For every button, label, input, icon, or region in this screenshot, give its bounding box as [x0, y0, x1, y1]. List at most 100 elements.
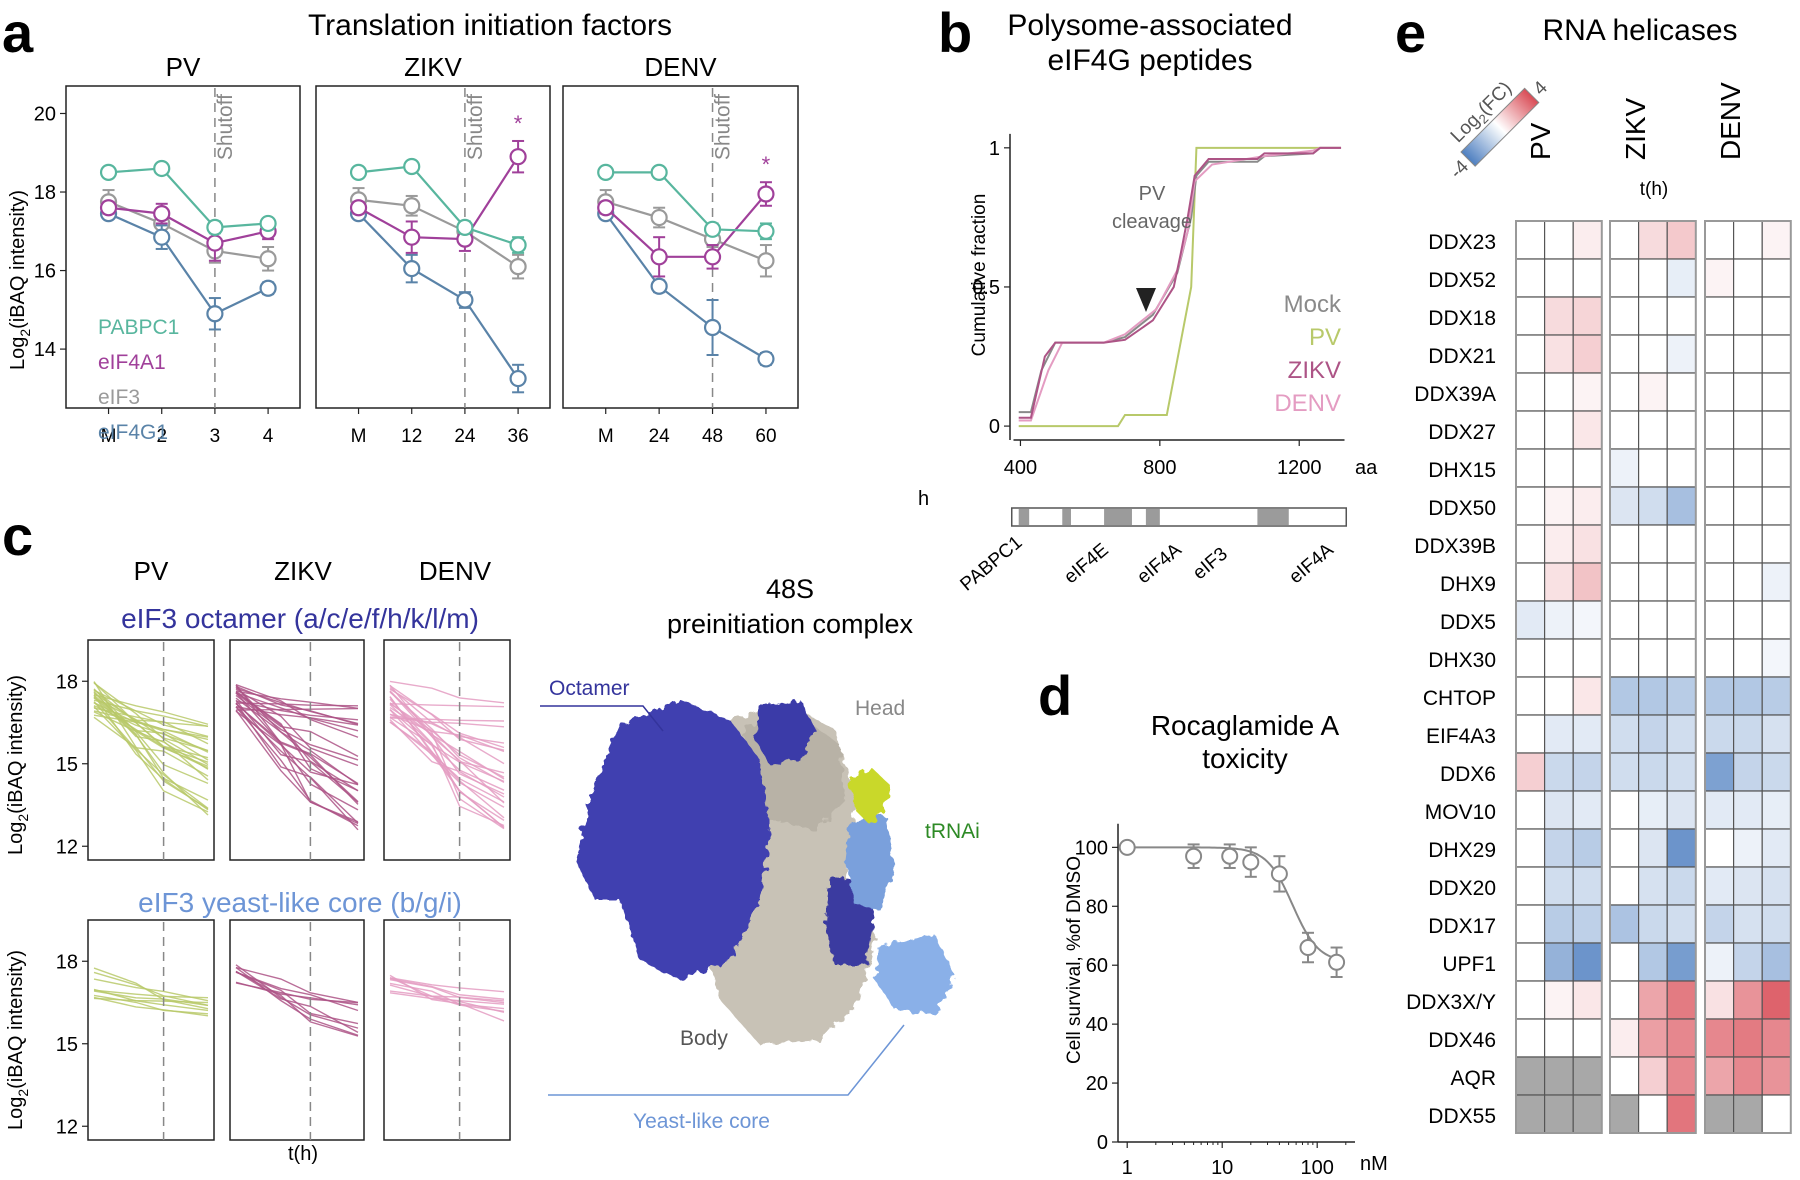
series-line-eIF4G1	[108, 212, 269, 316]
heat-cell	[1704, 790, 1735, 830]
heat-cell	[1637, 1056, 1668, 1096]
heat-cell	[1637, 486, 1668, 526]
y-tick-label-20: 20	[34, 103, 56, 125]
heat-cell	[1704, 258, 1735, 298]
structure-title-line2: preinitiation complex	[667, 609, 914, 639]
panel-d-plot: 0 20 40 60 80 100 1 10 100	[1075, 823, 1355, 1179]
panel-c: PV ZIKV DENV eIF3 octamer (a/c/e/f/h/k/l…	[5, 556, 980, 1165]
data-point-eIF3	[509, 258, 527, 276]
heat-cell	[1609, 676, 1640, 716]
heat-cell	[1543, 220, 1574, 260]
data-point-eIF4A1	[153, 205, 171, 223]
heat-cell	[1609, 1056, 1640, 1096]
heat-cell	[1543, 486, 1574, 526]
y-tick-label: 15	[56, 754, 78, 776]
heat-cell	[1515, 1018, 1546, 1058]
x-tick-label-M: M	[101, 426, 117, 447]
subunit-trace	[389, 990, 505, 1002]
data-point-PABPC1	[509, 236, 527, 254]
data-point	[1270, 865, 1288, 883]
panel-b-legend: Mock PV ZIKV DENV	[1274, 291, 1342, 417]
heat-cell	[1732, 220, 1763, 260]
panel-e-title: RNA helicases	[1542, 14, 1737, 47]
data-point-eIF4G1	[757, 350, 775, 368]
heat-row-label-DDX39B: DDX39B	[1414, 535, 1496, 558]
heat-row-label-DDX20: DDX20	[1428, 877, 1496, 900]
subplot-frame-PV	[87, 919, 215, 1141]
subunit-trace	[389, 984, 505, 1012]
legend-pv: PV	[1309, 324, 1341, 351]
heat-cell	[1515, 942, 1546, 982]
subunit-trace	[93, 695, 209, 811]
panel-b-title-line2: eIF4G peptides	[1047, 44, 1252, 77]
core-shape	[845, 815, 895, 910]
heat-cell	[1637, 600, 1668, 640]
panel-d-title-line1: Rocaglamide A	[1151, 710, 1340, 741]
panel-d-unit: nM	[1360, 1153, 1388, 1175]
y-tick-label: 60	[1086, 955, 1108, 977]
data-point-PABPC1	[703, 220, 722, 238]
heat-cell	[1666, 1056, 1697, 1096]
heat-cell	[1609, 296, 1640, 336]
heat-cell	[1704, 410, 1735, 450]
heat-cell	[1572, 486, 1603, 526]
subunit-trace	[235, 707, 359, 711]
subunit-trace	[93, 716, 209, 777]
heat-cell	[1732, 752, 1763, 792]
heat-cell	[1543, 904, 1574, 944]
heat-cell	[1704, 600, 1735, 640]
heat-cell	[1761, 334, 1792, 374]
heat-cell	[1543, 258, 1574, 298]
x-tick-label-M: M	[598, 426, 614, 447]
x-tick-label-24: 24	[454, 426, 476, 447]
heat-cell	[1572, 258, 1603, 298]
cdf-line-ZIKV	[1018, 146, 1342, 419]
heat-cell	[1637, 828, 1668, 868]
heat-cell	[1666, 410, 1697, 450]
y-tick-label: 0	[989, 416, 1000, 438]
x-tick-label: 400	[1004, 457, 1037, 479]
heat-cell	[1609, 942, 1640, 982]
domain-label-eIF3: eIF3	[1189, 544, 1232, 585]
series-line-eIF4A1	[358, 156, 520, 241]
heat-cell	[1609, 1094, 1640, 1134]
heat-cell	[1666, 980, 1697, 1020]
heat-cell	[1637, 296, 1668, 336]
heat-row-label-DDX18: DDX18	[1428, 307, 1496, 330]
heat-cell	[1637, 790, 1668, 830]
heat-cell	[1732, 714, 1763, 754]
x-tick-label: 1200	[1277, 457, 1322, 479]
heat-cell	[1543, 600, 1574, 640]
heat-cell	[1761, 258, 1792, 298]
heat-cell	[1704, 714, 1735, 754]
heat-cell	[1761, 410, 1792, 450]
shutoff-label: Shutoff	[214, 94, 237, 160]
subunit-trace	[93, 971, 209, 1006]
heat-cell	[1732, 448, 1763, 488]
heat-row-label-DDX23: DDX23	[1428, 231, 1496, 254]
heat-cell	[1761, 562, 1792, 602]
heat-row-label-DDX5: DDX5	[1440, 611, 1496, 634]
panel-b-title-line1: Polysome-associated	[1007, 9, 1292, 42]
heat-cell	[1609, 600, 1640, 640]
heat-cell	[1666, 1094, 1697, 1134]
heat-cell	[1515, 448, 1546, 488]
heat-cell	[1704, 904, 1735, 944]
heat-cell	[1572, 676, 1603, 716]
data-point	[1221, 847, 1239, 865]
heat-cell	[1732, 1018, 1763, 1058]
subunit-trace	[389, 713, 505, 753]
heat-cell	[1666, 1018, 1697, 1058]
heat-cell	[1666, 790, 1697, 830]
subplot-frame-DENV	[383, 919, 511, 1141]
heat-cell	[1543, 790, 1574, 830]
heat-cell	[1515, 676, 1546, 716]
data-point-eIF4G1	[650, 277, 668, 295]
x-tick-label: 800	[1143, 457, 1176, 479]
heat-cell	[1515, 752, 1546, 792]
subunit-trace	[235, 966, 359, 1004]
heat-cell	[1515, 790, 1546, 830]
subunit-trace	[235, 966, 359, 1036]
y-tick-label: 18	[56, 671, 78, 693]
subunit-trace	[389, 977, 505, 993]
